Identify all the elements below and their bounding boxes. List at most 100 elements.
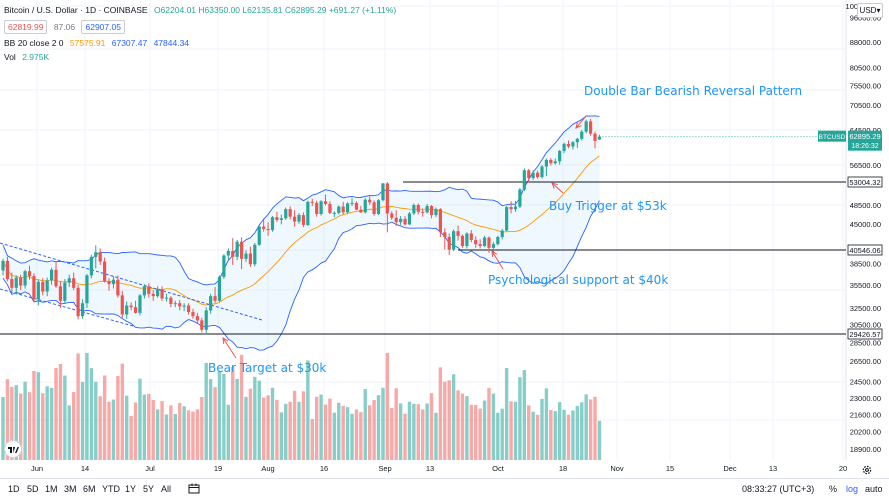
- volume-bar: [310, 418, 314, 460]
- volume-bar: [522, 370, 527, 460]
- candle-body: [160, 289, 164, 299]
- candle-body: [116, 279, 120, 296]
- candle-body: [67, 278, 71, 283]
- volume-bar: [398, 403, 403, 460]
- log-scale-toggle[interactable]: log: [846, 484, 859, 494]
- volume-bar: [403, 413, 407, 460]
- candle-body: [390, 213, 394, 218]
- date-range-icon[interactable]: [188, 483, 200, 494]
- candle-body: [518, 189, 522, 207]
- bb-label[interactable]: BB 20 close 2 0: [4, 38, 64, 48]
- candle-body: [45, 280, 49, 292]
- percent-scale-toggle[interactable]: %: [829, 484, 838, 494]
- volume-bar: [116, 375, 120, 460]
- trend-channel: [0, 242, 263, 327]
- candle-body: [456, 231, 460, 236]
- channel-upper-line: [0, 242, 263, 321]
- range-ytd-button[interactable]: YTD: [102, 484, 120, 494]
- level-tag-label: 29426.57: [849, 330, 880, 339]
- auto-scale-toggle[interactable]: auto: [865, 484, 883, 494]
- volume-bar: [518, 377, 522, 460]
- candle-body: [535, 172, 540, 178]
- candle-body: [597, 136, 602, 140]
- time-tick-label: Oct: [492, 464, 505, 473]
- candle-body: [5, 260, 10, 279]
- range-all-button[interactable]: All: [161, 484, 172, 494]
- clock-timezone[interactable]: 08:33:27 (UTC+3): [742, 484, 815, 494]
- volume-bar: [239, 354, 244, 460]
- candle-body: [41, 281, 45, 292]
- tradingview-logo-icon[interactable]: [4, 440, 22, 458]
- candle-body: [354, 202, 359, 210]
- sell-price-box[interactable]: 62819.99: [4, 20, 48, 34]
- candle-body: [120, 295, 124, 315]
- symbol-title[interactable]: Bitcoin / U.S. Dollar · 1D · COINBASE: [4, 5, 148, 15]
- vol-label[interactable]: Vol: [4, 52, 16, 62]
- volume-bar: [460, 393, 465, 460]
- arrow-buy-trigger: [551, 182, 564, 194]
- candle-body: [301, 215, 306, 225]
- range-3m-button[interactable]: 3M: [64, 484, 77, 494]
- volume-bar: [178, 402, 182, 460]
- currency-selector[interactable]: USD▾: [857, 3, 883, 18]
- volume-bar: [49, 387, 54, 460]
- candle-body: [204, 310, 208, 330]
- candle-body: [186, 305, 191, 313]
- volume-bar: [248, 388, 253, 460]
- time-tick-label: Dec: [723, 464, 737, 473]
- volume-bar: [94, 381, 98, 460]
- price-tick-label: 18900.00: [850, 445, 881, 454]
- volume-bar: [111, 399, 116, 460]
- gear-icon[interactable]: [861, 464, 873, 476]
- candle-body: [279, 218, 283, 220]
- buy-price-box[interactable]: 62907.05: [81, 20, 125, 34]
- volume-bar: [425, 403, 429, 460]
- range-5y-button[interactable]: 5Y: [143, 484, 155, 494]
- volume-bar: [540, 398, 544, 460]
- candle-body: [49, 269, 54, 281]
- candle-body: [213, 296, 217, 301]
- volume-bar: [359, 412, 363, 460]
- candle-body: [544, 159, 549, 167]
- candle-body: [469, 233, 473, 240]
- volume-bar: [319, 394, 323, 460]
- volume-bar: [14, 385, 18, 460]
- candle-body: [549, 159, 553, 164]
- candle-body: [363, 199, 367, 213]
- candle-body: [385, 183, 389, 214]
- range-1m-button[interactable]: 1M: [45, 484, 58, 494]
- volume-bar: [182, 406, 186, 460]
- candle-body: [36, 281, 40, 300]
- candle-body: [505, 207, 509, 231]
- candle-body: [111, 279, 116, 285]
- range-1d-button[interactable]: 1D: [8, 484, 20, 494]
- candle-body: [522, 170, 526, 190]
- bb-basis-value: 57575.91: [69, 38, 106, 48]
- candle-body: [337, 206, 341, 213]
- volume-bar: [350, 413, 354, 460]
- candle-body: [231, 250, 235, 257]
- candle-body: [416, 205, 420, 212]
- volume-bar: [337, 402, 341, 460]
- annotation-bear-target: Bear Target at $30k: [208, 361, 326, 375]
- candle-body: [151, 293, 155, 297]
- range-1y-button[interactable]: 1Y: [125, 484, 137, 494]
- price-tick-label: 28500.00: [850, 338, 881, 347]
- time-tick-label: Jun: [31, 464, 43, 473]
- bottom-toolbar: 1D 5D 1M 3M 6M YTD 1Y 5Y All 08:33:27 (U…: [0, 478, 889, 501]
- candle-body: [500, 230, 504, 237]
- volume-bar: [447, 380, 451, 460]
- volume-bar: [18, 393, 23, 460]
- volume-bar: [129, 415, 133, 460]
- volume-bar: [297, 401, 301, 460]
- candle-body: [509, 207, 513, 210]
- candle-body: [403, 218, 407, 225]
- price-tick-label: 56500.00: [850, 161, 881, 170]
- volume-bar: [385, 353, 390, 460]
- volume-bar: [63, 375, 67, 460]
- range-5d-button[interactable]: 5D: [27, 484, 39, 494]
- candle-body: [527, 170, 531, 179]
- volume-bar: [456, 390, 460, 460]
- range-6m-button[interactable]: 6M: [83, 484, 96, 494]
